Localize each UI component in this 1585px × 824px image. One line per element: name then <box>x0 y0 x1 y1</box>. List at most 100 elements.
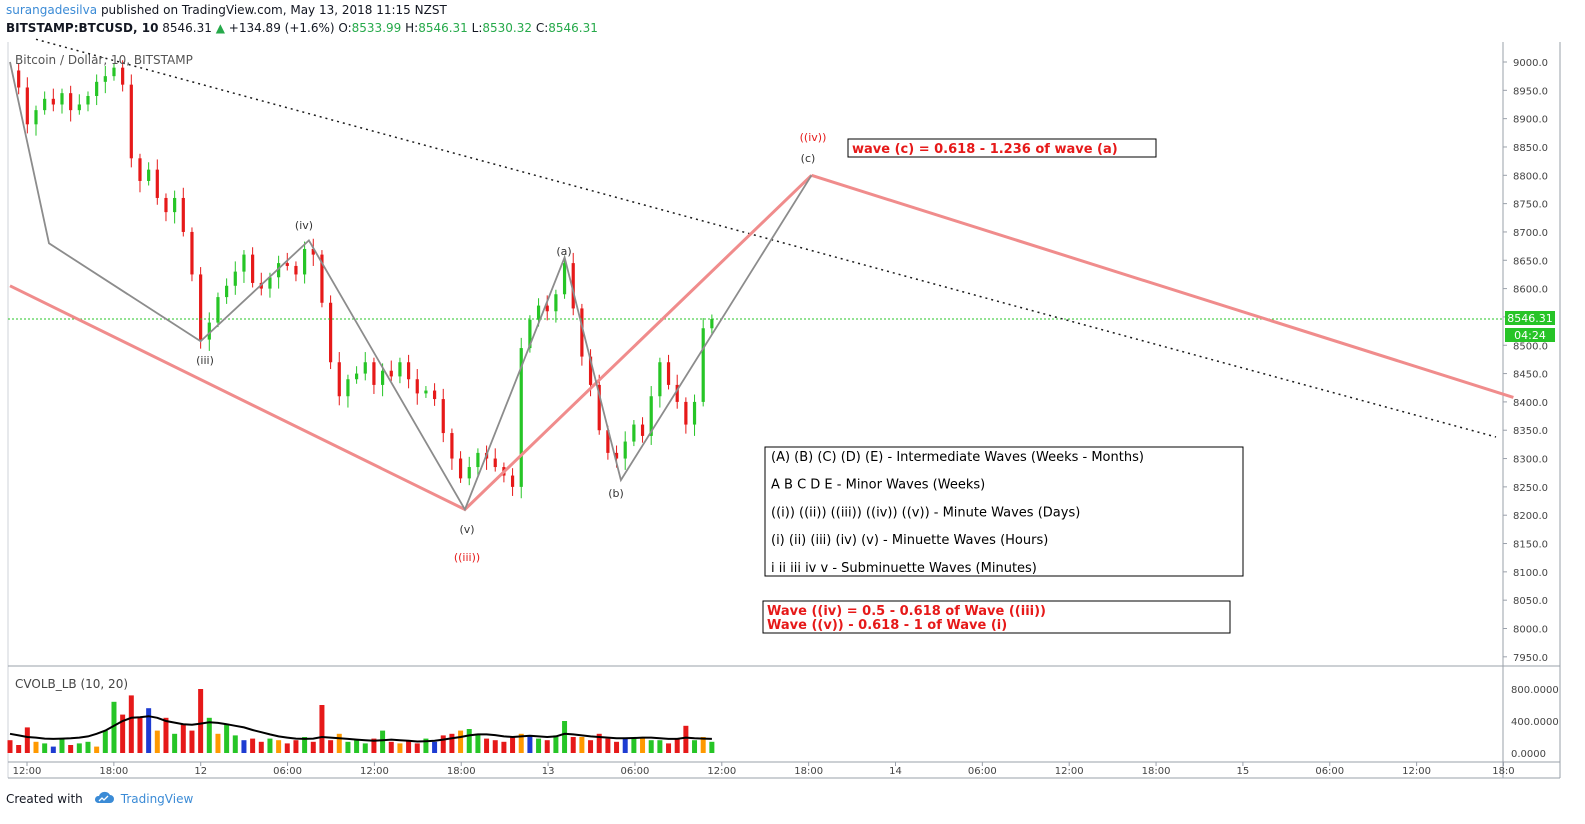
time-tick-label: 12:00 <box>1402 766 1431 777</box>
price-axis[interactable]: 9000.0 8950.0 8900.0 8850.0 8800.0 8750.0 8700… <box>1503 58 1548 664</box>
countdown-badge <box>1505 328 1555 342</box>
candle-body <box>34 110 38 125</box>
dotted-trendline[interactable] <box>35 38 1497 438</box>
volume-bar <box>640 737 646 753</box>
wave-label-b: (b) <box>608 487 624 500</box>
price-tick-label: 8050.0 <box>1513 596 1548 607</box>
wave-channel-upper-line[interactable] <box>811 173 1514 399</box>
candle-body <box>181 197 185 232</box>
volume-bar <box>354 740 360 753</box>
candle-body <box>458 458 463 479</box>
candle-body <box>536 305 541 320</box>
volume-bar <box>596 733 602 753</box>
price-tick-label: 8750.0 <box>1513 200 1548 211</box>
candle-body <box>303 248 307 275</box>
candle-body <box>225 285 229 298</box>
time-tick-label: 18:00 <box>794 766 823 777</box>
candle-body <box>164 197 168 213</box>
volume-bar <box>544 740 550 753</box>
volume-bar <box>674 738 680 753</box>
published-text: published on TradingView.com, May 13, 20… <box>100 3 447 17</box>
volume-bar <box>458 730 464 753</box>
time-tick-label: 15 <box>1237 766 1250 777</box>
candle-body <box>710 319 714 329</box>
wave-c-note: wave (c) = 0.618 - 1.236 of wave (a) <box>852 142 1118 157</box>
volume-bar <box>666 743 672 753</box>
wave-degree-legend-box[interactable] <box>764 446 1244 577</box>
volume-axis: 800.0000 400.0000 0.0000 <box>1511 685 1559 760</box>
close-label: C: <box>535 21 549 35</box>
candle-body <box>424 390 428 394</box>
wave-channel-lower-line[interactable] <box>9 174 813 512</box>
price-tick-label: 8900.0 <box>1513 115 1548 126</box>
tradingview-cloud-icon[interactable] <box>93 791 115 807</box>
volume-bar <box>709 741 715 753</box>
candle-body <box>476 452 480 468</box>
volume-bar <box>7 740 13 753</box>
candle-body <box>597 384 601 431</box>
tradingview-link[interactable]: TradingView <box>120 792 194 806</box>
candle-body <box>406 362 411 380</box>
candle-body <box>614 452 619 459</box>
wave-c-box[interactable] <box>847 138 1157 158</box>
wave-label-c: (c) <box>801 152 816 165</box>
wave-ratio-box[interactable] <box>762 600 1231 634</box>
candle-body <box>632 424 636 442</box>
ratio-line: Wave ((v)) - 0.618 - 1 of Wave (i) <box>767 618 1007 633</box>
volume-bar <box>570 737 576 753</box>
volume-bar <box>362 743 368 753</box>
volume-bar <box>328 740 334 753</box>
candle-body <box>580 308 584 357</box>
candle-body <box>528 319 532 349</box>
volume-bar <box>371 738 377 753</box>
volume-bar <box>163 717 169 753</box>
volume-bar <box>397 743 403 753</box>
time-tick-label: 18:0 <box>1492 766 1514 777</box>
volume-bar <box>180 724 186 753</box>
price-tick-label: 8400.0 <box>1513 398 1548 409</box>
time-tick-label: 06:00 <box>1315 766 1344 777</box>
volume-bar <box>224 724 230 753</box>
volume-bar <box>336 733 342 753</box>
time-axis[interactable]: 12:00 18:00 12 06:00 12:00 18:00 13 06:00 12:00 1… <box>13 762 1515 777</box>
candle-body <box>467 467 471 479</box>
high-label: H: <box>405 21 419 35</box>
price-tick-label: 8450.0 <box>1513 370 1548 381</box>
candle-body <box>554 294 558 312</box>
elliott-wave-path[interactable] <box>9 61 813 512</box>
candle-body <box>233 271 237 286</box>
time-tick-label: 12:00 <box>1055 766 1084 777</box>
candle-body <box>190 231 194 275</box>
author-link[interactable]: surangadesilva <box>6 3 98 17</box>
price-tick-label: 8850.0 <box>1513 143 1548 154</box>
candle-body <box>675 384 679 402</box>
volume-bar <box>449 733 455 753</box>
price-tick-label: 8700.0 <box>1513 228 1548 239</box>
volume-bar <box>76 743 82 753</box>
volume-bar <box>475 733 481 753</box>
time-tick-label: 12 <box>194 766 207 777</box>
candle-body <box>69 93 73 111</box>
created-with-text: Created with <box>6 792 83 806</box>
candle-body <box>329 302 333 363</box>
indicator-label[interactable]: CVOLB_LB (10, 20) <box>15 677 128 691</box>
legend-line: (A) (B) (C) (D) (E) - Intermediate Waves… <box>771 450 1144 465</box>
volume-bar <box>137 717 143 753</box>
low-value: 8530.32 <box>482 21 532 35</box>
candle-body <box>372 362 376 385</box>
candle-body <box>242 254 246 272</box>
low-label: L: <box>471 21 483 35</box>
candle-body <box>77 104 81 111</box>
time-tick-label: 06:00 <box>621 766 650 777</box>
price-tick-label: 7950.0 <box>1513 653 1548 664</box>
chart-title: Bitcoin / Dollar, 10, BITSTAMP <box>15 53 193 67</box>
volume-bar <box>206 717 212 753</box>
volume-bar <box>250 738 256 753</box>
volume-bar <box>258 741 264 753</box>
price-tick-label: 9000.0 <box>1513 58 1548 69</box>
volume-bar <box>232 735 238 753</box>
candle-body <box>138 158 142 181</box>
volume-bar <box>588 740 594 753</box>
volume-bar <box>518 733 524 753</box>
